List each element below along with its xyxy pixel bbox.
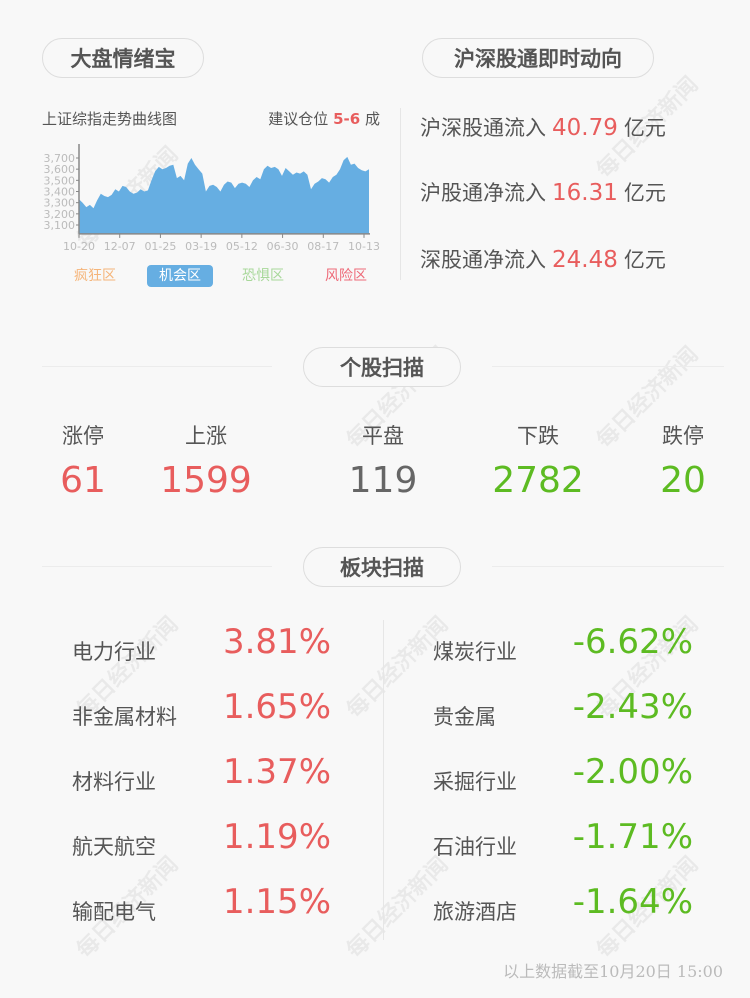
divider <box>492 366 724 367</box>
flow-value: 16.31 <box>552 180 618 206</box>
sector-change: 3.81% <box>222 622 331 662</box>
flow-row: 深股通净流入 24.48 亿元 <box>420 244 666 274</box>
position-advice: 建议仓位 5-6 成 <box>268 108 380 129</box>
sector-scan-title: 板块扫描 <box>303 547 461 587</box>
sector-name: 石油行业 <box>433 835 517 859</box>
sector-change: -6.62% <box>572 622 693 662</box>
stat-value: 2782 <box>492 460 584 501</box>
stat-label: 涨停 <box>62 424 104 448</box>
advice-label: 建议仓位 <box>268 110 329 128</box>
y-tick-label: 3,100 <box>44 219 76 232</box>
divider <box>492 566 724 567</box>
sector-change: -2.00% <box>572 752 693 792</box>
stat-value: 119 <box>348 460 418 501</box>
x-tick-label: 06-30 <box>267 240 299 253</box>
sector-change: 1.65% <box>222 687 331 727</box>
advice-unit: 成 <box>364 110 380 128</box>
x-tick-label: 01-25 <box>144 240 176 253</box>
x-tick-label: 08-17 <box>307 240 339 253</box>
sector-name: 采掘行业 <box>433 770 517 794</box>
flow-value: 40.79 <box>552 115 618 141</box>
divider <box>400 108 401 280</box>
advice-value: 5-6 <box>333 110 361 128</box>
y-tick-label: 3,600 <box>44 163 76 176</box>
sector-change: 1.15% <box>222 882 331 922</box>
zone-2[interactable]: 恐惧区 <box>242 268 284 284</box>
flow-label: 沪深股通流入 <box>420 116 546 140</box>
stat-label: 平盘 <box>362 424 404 448</box>
sector-name: 煤炭行业 <box>433 640 517 664</box>
divider <box>383 620 384 940</box>
flow-label: 深股通净流入 <box>420 248 546 272</box>
market-mood-title: 大盘情绪宝 <box>42 38 204 78</box>
flow-row: 沪股通净流入 16.31 亿元 <box>420 177 666 207</box>
index-area <box>79 156 369 234</box>
sector-name: 非金属材料 <box>72 705 177 729</box>
divider <box>42 366 272 367</box>
y-tick-label: 3,400 <box>44 186 76 199</box>
sector-name: 贵金属 <box>433 705 496 729</box>
flow-label: 沪股通净流入 <box>420 181 546 205</box>
stat-value: 20 <box>660 460 706 501</box>
sector-name: 旅游酒店 <box>433 900 517 924</box>
y-tick-label: 3,700 <box>44 152 76 165</box>
sector-change: -1.71% <box>572 817 693 857</box>
sector-name: 电力行业 <box>72 640 156 664</box>
x-tick-label: 10-20 <box>63 240 95 253</box>
sector-change: -2.43% <box>572 687 693 727</box>
sector-change: 1.37% <box>222 752 331 792</box>
zone-3[interactable]: 风险区 <box>325 268 367 284</box>
chart-title: 上证综指走势曲线图 <box>42 110 178 128</box>
flow-unit: 亿元 <box>623 116 666 140</box>
stat-value: 1599 <box>160 460 252 501</box>
y-tick-label: 3,200 <box>44 208 76 221</box>
stat-label: 跌停 <box>662 424 704 448</box>
flow-unit: 亿元 <box>623 248 666 272</box>
x-tick-label: 12-07 <box>104 240 136 253</box>
x-tick-label: 10-13 <box>348 240 380 253</box>
zone-1[interactable]: 机会区 <box>147 265 213 287</box>
sector-change: -1.64% <box>572 882 693 922</box>
sector-name: 航天航空 <box>72 835 156 859</box>
sector-change: 1.19% <box>222 817 331 857</box>
stock-scan-title: 个股扫描 <box>303 347 461 387</box>
y-tick-label: 3,500 <box>44 174 76 187</box>
divider <box>42 566 272 567</box>
y-tick-label: 3,300 <box>44 197 76 210</box>
zone-0[interactable]: 疯狂区 <box>74 268 116 284</box>
connect-flow-title: 沪深股通即时动向 <box>422 38 654 78</box>
stat-value: 61 <box>60 460 106 501</box>
sector-name: 输配电气 <box>72 900 156 924</box>
stat-label: 上涨 <box>185 424 227 448</box>
sector-name: 材料行业 <box>72 770 156 794</box>
x-tick-label: 05-12 <box>226 240 258 253</box>
x-tick-label: 03-19 <box>185 240 217 253</box>
flow-row: 沪深股通流入 40.79 亿元 <box>420 112 666 142</box>
stat-label: 下跌 <box>517 424 559 448</box>
flow-unit: 亿元 <box>623 181 666 205</box>
data-timestamp: 以上数据截至10月20日 15:00 <box>503 962 723 981</box>
flow-value: 24.48 <box>552 247 618 273</box>
